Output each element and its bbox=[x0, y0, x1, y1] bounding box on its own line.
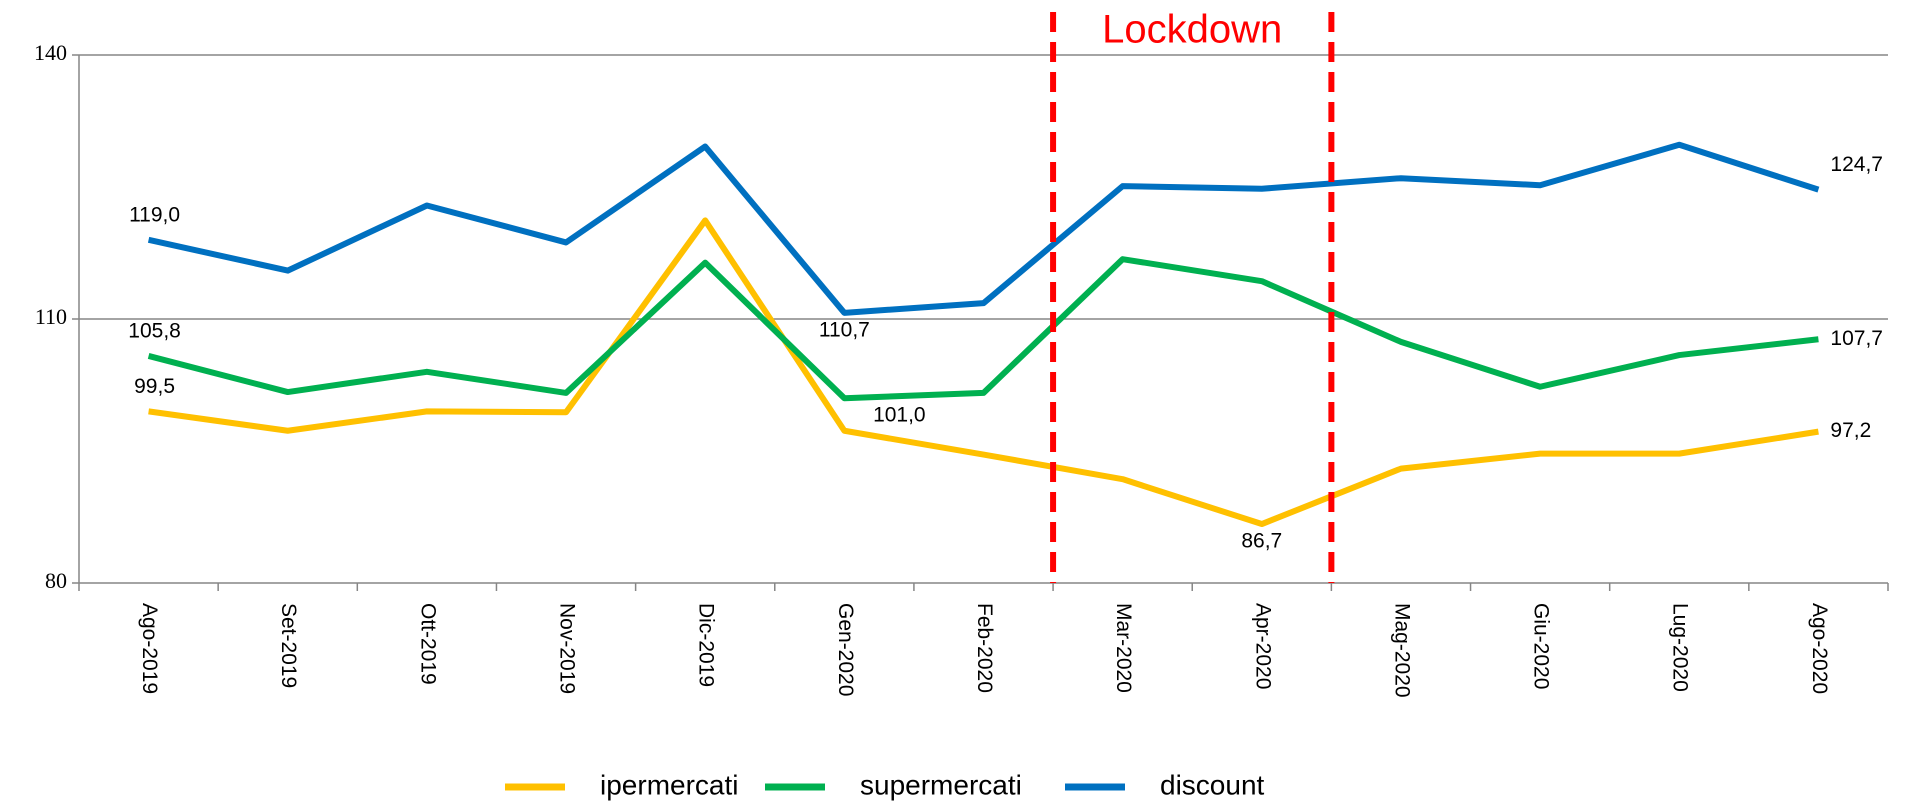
annotation-label: Lockdown bbox=[1102, 8, 1282, 52]
series-line bbox=[147, 256, 1819, 402]
data-label: 97,2 bbox=[1830, 419, 1871, 442]
y-tick-label: 110 bbox=[35, 304, 67, 329]
x-tick-label: Gen-2020 bbox=[834, 603, 857, 696]
legend-label: discount bbox=[1160, 769, 1265, 800]
data-label: 110,7 bbox=[819, 318, 870, 341]
data-label: 101,0 bbox=[873, 404, 926, 427]
legend-label: ipermercati bbox=[600, 769, 738, 800]
data-label: 105,8 bbox=[128, 320, 181, 343]
x-tick-label: Set-2019 bbox=[277, 603, 300, 688]
x-tick-label: Nov-2019 bbox=[555, 603, 578, 694]
data-label: 107,7 bbox=[1830, 327, 1883, 350]
data-label: 86,7 bbox=[1241, 530, 1282, 553]
series-line bbox=[147, 141, 1820, 316]
x-tick-label: Ago-2019 bbox=[138, 603, 161, 694]
x-tick-label: Lug-2020 bbox=[1669, 603, 1692, 692]
x-tick-label: Mag-2020 bbox=[1390, 603, 1413, 698]
x-tick-label: Ott-2019 bbox=[416, 603, 439, 685]
x-tick-label: Apr-2020 bbox=[1251, 603, 1274, 689]
x-tick-label: Giu-2020 bbox=[1530, 603, 1553, 689]
legend-label: supermercati bbox=[860, 769, 1022, 800]
x-tick-label: Dic-2019 bbox=[695, 603, 718, 687]
x-tick-label: Mar-2020 bbox=[1112, 603, 1135, 693]
x-tick-label: Ago-2020 bbox=[1808, 603, 1831, 694]
y-tick-label: 80 bbox=[45, 568, 67, 593]
y-tick-label: 140 bbox=[34, 40, 67, 65]
series-line bbox=[148, 217, 1819, 528]
data-label: 99,5 bbox=[134, 375, 175, 398]
x-tick-label: Feb-2020 bbox=[973, 603, 996, 693]
data-label: 119,0 bbox=[129, 203, 180, 226]
data-label: 124,7 bbox=[1830, 153, 1883, 176]
